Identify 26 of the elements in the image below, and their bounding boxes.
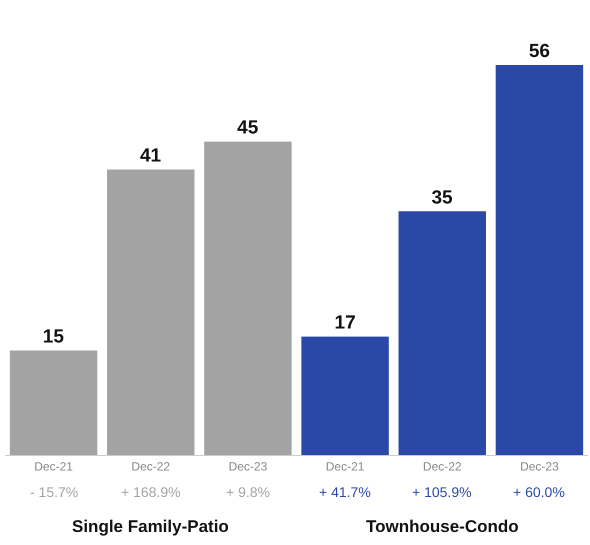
bar xyxy=(107,169,194,455)
data-label: 15 xyxy=(42,326,64,348)
text: + 168.9% xyxy=(121,484,181,500)
bar xyxy=(496,65,584,455)
x-tick-label: Dec-23 xyxy=(520,459,560,474)
text: + 105.9% xyxy=(412,484,472,500)
x-tick-label: Dec-22 xyxy=(422,459,462,474)
text: - 15.7% xyxy=(30,484,78,500)
bar xyxy=(204,142,292,455)
x-tick-label: Dec-21 xyxy=(34,459,74,474)
x-tick-label: Dec-22 xyxy=(131,459,170,474)
data-label: 56 xyxy=(528,41,550,62)
data-label: 17 xyxy=(334,312,356,334)
text: + 60.0% xyxy=(513,484,565,500)
text: Townhouse-Condo xyxy=(366,517,519,536)
data-label: 35 xyxy=(431,187,454,208)
data-label: 41 xyxy=(140,145,162,166)
text: + 9.8% xyxy=(226,484,270,500)
bar xyxy=(398,211,486,455)
bar xyxy=(301,336,389,455)
text: + 41.7% xyxy=(319,484,371,500)
text: Single Family-Patio xyxy=(72,517,229,536)
x-tick-label: Dec-23 xyxy=(228,459,268,474)
bar xyxy=(10,350,98,455)
x-tick-label: Dec-21 xyxy=(326,459,365,474)
data-label: 45 xyxy=(237,118,259,139)
